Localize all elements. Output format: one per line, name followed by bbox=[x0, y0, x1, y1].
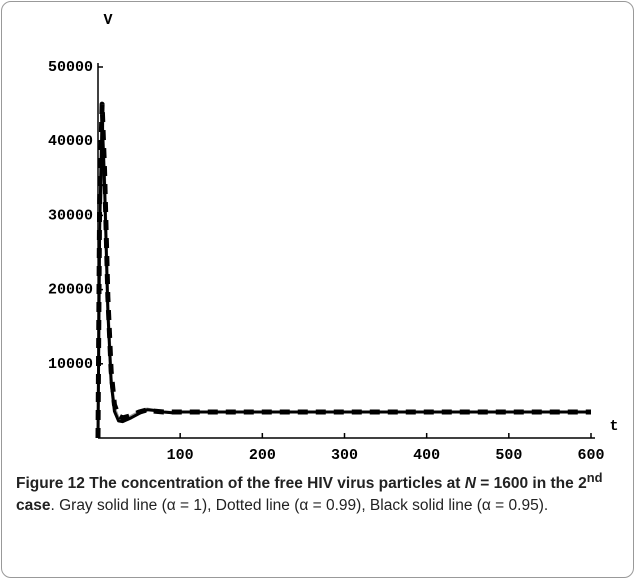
x-tick-label: 600 bbox=[577, 447, 604, 462]
chart: V t 10000 20000 30000 40000 50000 100 200 300 40… bbox=[48, 12, 619, 462]
x-tick-label: 100 bbox=[167, 447, 194, 462]
y-tick-label: 40000 bbox=[48, 133, 93, 150]
y-axis-label: V bbox=[103, 12, 112, 29]
series-line bbox=[96, 110, 591, 439]
x-tick-label: 200 bbox=[249, 447, 276, 462]
series-line bbox=[96, 117, 591, 439]
caption-title-start: The concentration of the free HIV virus … bbox=[89, 475, 465, 493]
caption-sup: nd bbox=[586, 470, 603, 485]
caption: Figure 12 The concentration of the free … bbox=[16, 467, 621, 517]
y-tick-label: 50000 bbox=[48, 59, 93, 76]
x-tick-label: 500 bbox=[495, 447, 522, 462]
caption-var: N bbox=[464, 475, 476, 493]
series-line bbox=[95, 101, 591, 439]
caption-text: . Gray solid line (α = 1), Dotted line (… bbox=[50, 497, 549, 515]
x-axis-label: t bbox=[609, 418, 618, 435]
y-tick-label: 30000 bbox=[48, 207, 93, 224]
caption-title-end: case bbox=[16, 497, 51, 515]
y-tick-label: 10000 bbox=[48, 356, 93, 373]
x-tick-label: 300 bbox=[331, 447, 358, 462]
caption-title-mid: = 1600 in the 2 bbox=[475, 475, 587, 493]
y-tick-label: 20000 bbox=[48, 282, 93, 299]
caption-title: The concentration of the free HIV virus … bbox=[16, 470, 602, 515]
x-tick-label: 400 bbox=[413, 447, 440, 462]
caption-label: Figure 12 bbox=[16, 475, 85, 493]
